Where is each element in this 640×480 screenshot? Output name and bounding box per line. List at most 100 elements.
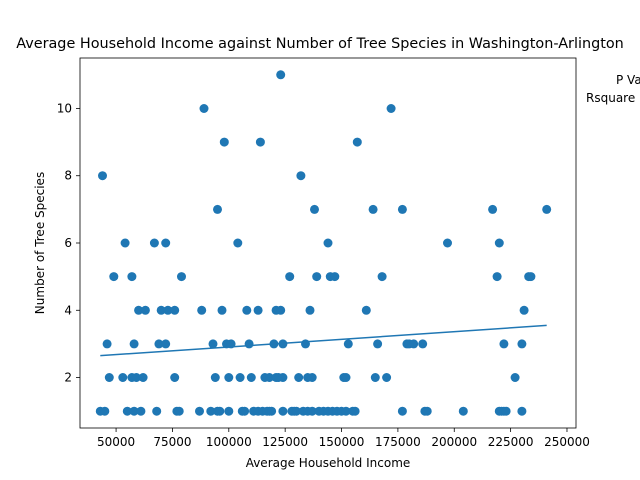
stats-annotation-0: P Va xyxy=(616,73,640,87)
data-point-14 xyxy=(134,305,144,315)
data-point-12 xyxy=(129,406,139,416)
plot-area: 50000 75000 100000 125000 150000 175000 200000… xyxy=(57,57,590,449)
data-point-66 xyxy=(276,70,286,80)
data-point-33 xyxy=(206,406,216,416)
chart-title: Average Household Income against Number … xyxy=(16,36,624,52)
y-tick-label: 10 xyxy=(57,101,72,115)
data-point-114 xyxy=(418,339,428,349)
data-point-16 xyxy=(138,373,148,382)
data-point-55 xyxy=(255,137,265,147)
data-point-110 xyxy=(397,406,407,416)
data-point-4 xyxy=(104,373,114,382)
data-point-54 xyxy=(253,305,263,315)
data-point-5 xyxy=(109,272,119,282)
data-point-24 xyxy=(163,305,173,315)
data-point-18 xyxy=(149,238,159,248)
data-point-23 xyxy=(161,238,171,248)
data-point-8 xyxy=(122,406,132,416)
data-point-128 xyxy=(517,406,527,416)
data-point-71 xyxy=(285,272,295,282)
data-point-3 xyxy=(102,339,112,349)
data-point-40 xyxy=(219,137,229,147)
data-point-126 xyxy=(501,406,511,416)
y-tick-label: 2 xyxy=(64,371,72,385)
data-point-17 xyxy=(140,305,150,315)
data-point-48 xyxy=(240,406,250,416)
data-point-7 xyxy=(120,238,130,248)
data-point-98 xyxy=(343,339,353,349)
x-tick-label: 175000 xyxy=(375,435,421,449)
data-point-130 xyxy=(519,305,529,315)
data-point-25 xyxy=(170,305,180,315)
data-point-82 xyxy=(307,373,317,382)
y-axis-label: Number of Tree Species xyxy=(33,172,47,314)
data-point-101 xyxy=(352,137,362,147)
data-point-49 xyxy=(242,305,252,315)
data-point-103 xyxy=(368,204,378,214)
data-point-74 xyxy=(291,406,301,416)
stats-annotations: P Va Rsquare xyxy=(586,73,640,105)
data-point-127 xyxy=(510,373,520,382)
data-point-88 xyxy=(323,238,333,248)
data-point-68 xyxy=(278,406,288,416)
data-point-20 xyxy=(154,339,164,349)
data-point-59 xyxy=(264,373,274,382)
data-point-116 xyxy=(422,406,432,416)
data-point-106 xyxy=(377,272,387,282)
data-point-83 xyxy=(307,406,317,416)
data-point-2 xyxy=(100,406,110,416)
data-point-35 xyxy=(210,373,220,382)
data-point-32 xyxy=(199,104,209,113)
data-point-10 xyxy=(127,272,137,282)
data-point-15 xyxy=(136,406,146,416)
data-point-28 xyxy=(174,406,184,416)
data-point-118 xyxy=(458,406,468,416)
x-axis-ticks: 50000 75000 100000 125000 150000 175000 200000… xyxy=(97,428,590,449)
data-point-30 xyxy=(195,406,204,416)
data-point-85 xyxy=(312,272,322,282)
data-point-51 xyxy=(246,373,256,382)
data-point-36 xyxy=(213,204,222,214)
data-point-21 xyxy=(156,305,166,315)
data-point-97 xyxy=(341,406,351,416)
y-tick-label: 6 xyxy=(64,236,72,250)
data-point-34 xyxy=(208,339,218,349)
data-point-96 xyxy=(341,373,351,382)
data-point-84 xyxy=(310,204,319,214)
data-point-43 xyxy=(224,373,234,382)
data-point-29 xyxy=(177,272,186,282)
data-point-38 xyxy=(215,406,225,416)
data-point-39 xyxy=(217,305,227,315)
data-point-67 xyxy=(276,305,286,315)
data-point-81 xyxy=(305,305,315,315)
y-tick-label: 8 xyxy=(64,169,72,183)
data-point-50 xyxy=(244,339,254,349)
x-tick-label: 75000 xyxy=(153,435,191,449)
data-point-121 xyxy=(494,238,504,248)
y-axis-ticks: 2 4 6 8 10 xyxy=(57,101,80,385)
x-axis-label: Average Household Income xyxy=(246,456,411,470)
data-point-92 xyxy=(330,272,340,282)
data-point-22 xyxy=(161,339,171,349)
data-point-105 xyxy=(373,339,383,349)
x-tick-label: 100000 xyxy=(206,435,252,449)
data-point-42 xyxy=(224,406,234,416)
data-point-132 xyxy=(526,272,536,282)
data-point-119 xyxy=(488,204,498,214)
data-point-31 xyxy=(197,305,207,315)
data-point-109 xyxy=(397,204,407,214)
data-point-129 xyxy=(517,339,527,349)
trend-line xyxy=(100,324,547,357)
data-point-125 xyxy=(499,339,509,349)
data-point-26 xyxy=(170,373,180,382)
data-point-69 xyxy=(278,373,288,382)
y-tick-label: 4 xyxy=(64,303,72,317)
stats-annotation-1: Rsquare xyxy=(586,91,635,105)
data-point-46 xyxy=(235,373,245,382)
data-point-104 xyxy=(370,373,380,382)
data-point-133 xyxy=(542,204,552,214)
x-tick-label: 225000 xyxy=(488,435,534,449)
data-point-76 xyxy=(296,171,306,181)
x-tick-label: 250000 xyxy=(544,435,590,449)
